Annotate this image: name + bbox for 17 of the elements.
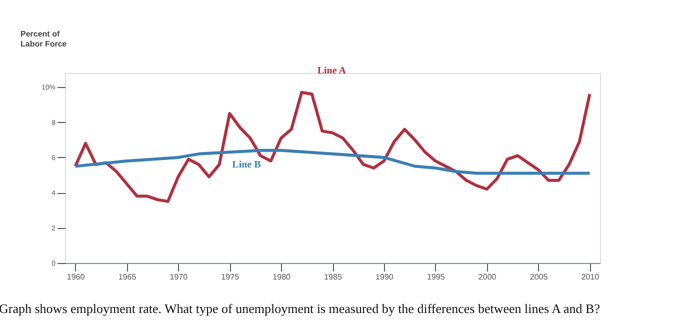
series-label: Line B — [232, 159, 262, 170]
x-tick-label: 1970 — [170, 272, 188, 282]
x-tick-label: 1980 — [272, 272, 292, 282]
x-tick-label: 2005 — [530, 272, 548, 282]
x-tick-label: 1975 — [221, 272, 240, 282]
x-tick-label: 1960 — [66, 272, 86, 282]
x-tick-label: 2000 — [478, 272, 497, 282]
line-series — [74, 148, 592, 175]
line-series — [74, 90, 592, 203]
y-axis-title: Percent of Labor Force — [20, 30, 68, 48]
text: Graph shows employment rate. What type of unemployment is measured by the differences between lines A and B? — [0, 301, 600, 316]
x-tick-label: 1965 — [118, 272, 137, 282]
x-tick-label: 1995 — [426, 272, 446, 282]
x-tick-label: 2010 — [581, 272, 600, 282]
x-tick-label: 1985 — [324, 272, 342, 282]
x-tick-label: 1990 — [376, 272, 394, 282]
series-label: Line A — [317, 65, 347, 76]
